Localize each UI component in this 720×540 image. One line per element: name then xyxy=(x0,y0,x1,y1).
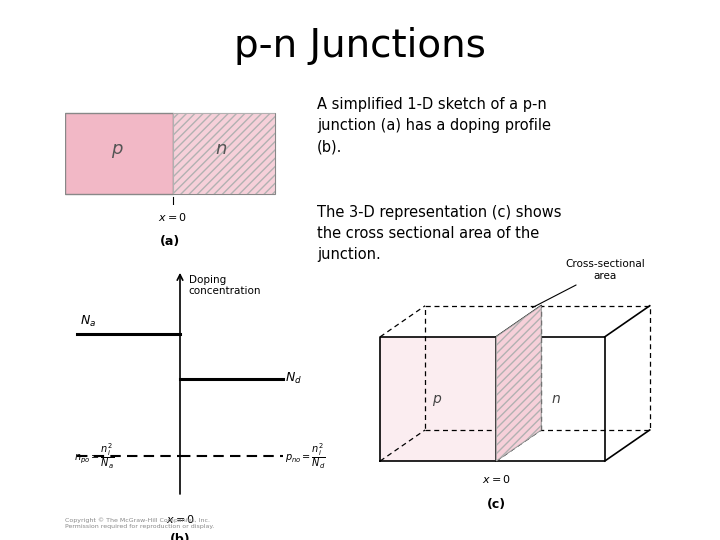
Polygon shape xyxy=(380,337,496,461)
Polygon shape xyxy=(496,306,541,461)
Text: p: p xyxy=(432,392,441,406)
Text: n: n xyxy=(216,140,227,158)
Text: The 3-D representation (c) shows
the cross sectional area of the
junction.: The 3-D representation (c) shows the cro… xyxy=(317,205,562,262)
Text: Cross-sectional
area: Cross-sectional area xyxy=(532,259,644,308)
Text: (a): (a) xyxy=(159,235,180,248)
Text: n: n xyxy=(552,392,560,406)
Text: $n_{po} = \dfrac{n_i^2}{N_a}$: $n_{po} = \dfrac{n_i^2}{N_a}$ xyxy=(74,441,115,471)
Text: $x = 0$: $x = 0$ xyxy=(158,211,187,222)
Text: $x = 0$: $x = 0$ xyxy=(166,512,194,525)
Text: (b): (b) xyxy=(170,533,190,540)
Bar xyxy=(173,113,275,194)
Bar xyxy=(173,113,275,194)
Text: (c): (c) xyxy=(487,498,505,511)
Text: $p_{no} = \dfrac{n_i^2}{N_d}$: $p_{no} = \dfrac{n_i^2}{N_d}$ xyxy=(285,441,325,471)
Bar xyxy=(65,113,173,194)
Polygon shape xyxy=(496,306,541,461)
Text: p: p xyxy=(111,140,122,158)
Text: $N_d$: $N_d$ xyxy=(285,372,302,387)
Text: $N_a$: $N_a$ xyxy=(79,314,96,329)
Text: Doping
concentration: Doping concentration xyxy=(189,274,261,296)
Text: $x = 0$: $x = 0$ xyxy=(482,474,510,485)
Text: Copyright © The McGraw-Hill Companies, Inc.
Permission required for reproduction: Copyright © The McGraw-Hill Companies, I… xyxy=(65,518,214,529)
Text: A simplified 1-D sketch of a p-n
junction (a) has a doping profile
(b).: A simplified 1-D sketch of a p-n junctio… xyxy=(317,97,551,154)
Text: p-n Junctions: p-n Junctions xyxy=(234,27,486,65)
